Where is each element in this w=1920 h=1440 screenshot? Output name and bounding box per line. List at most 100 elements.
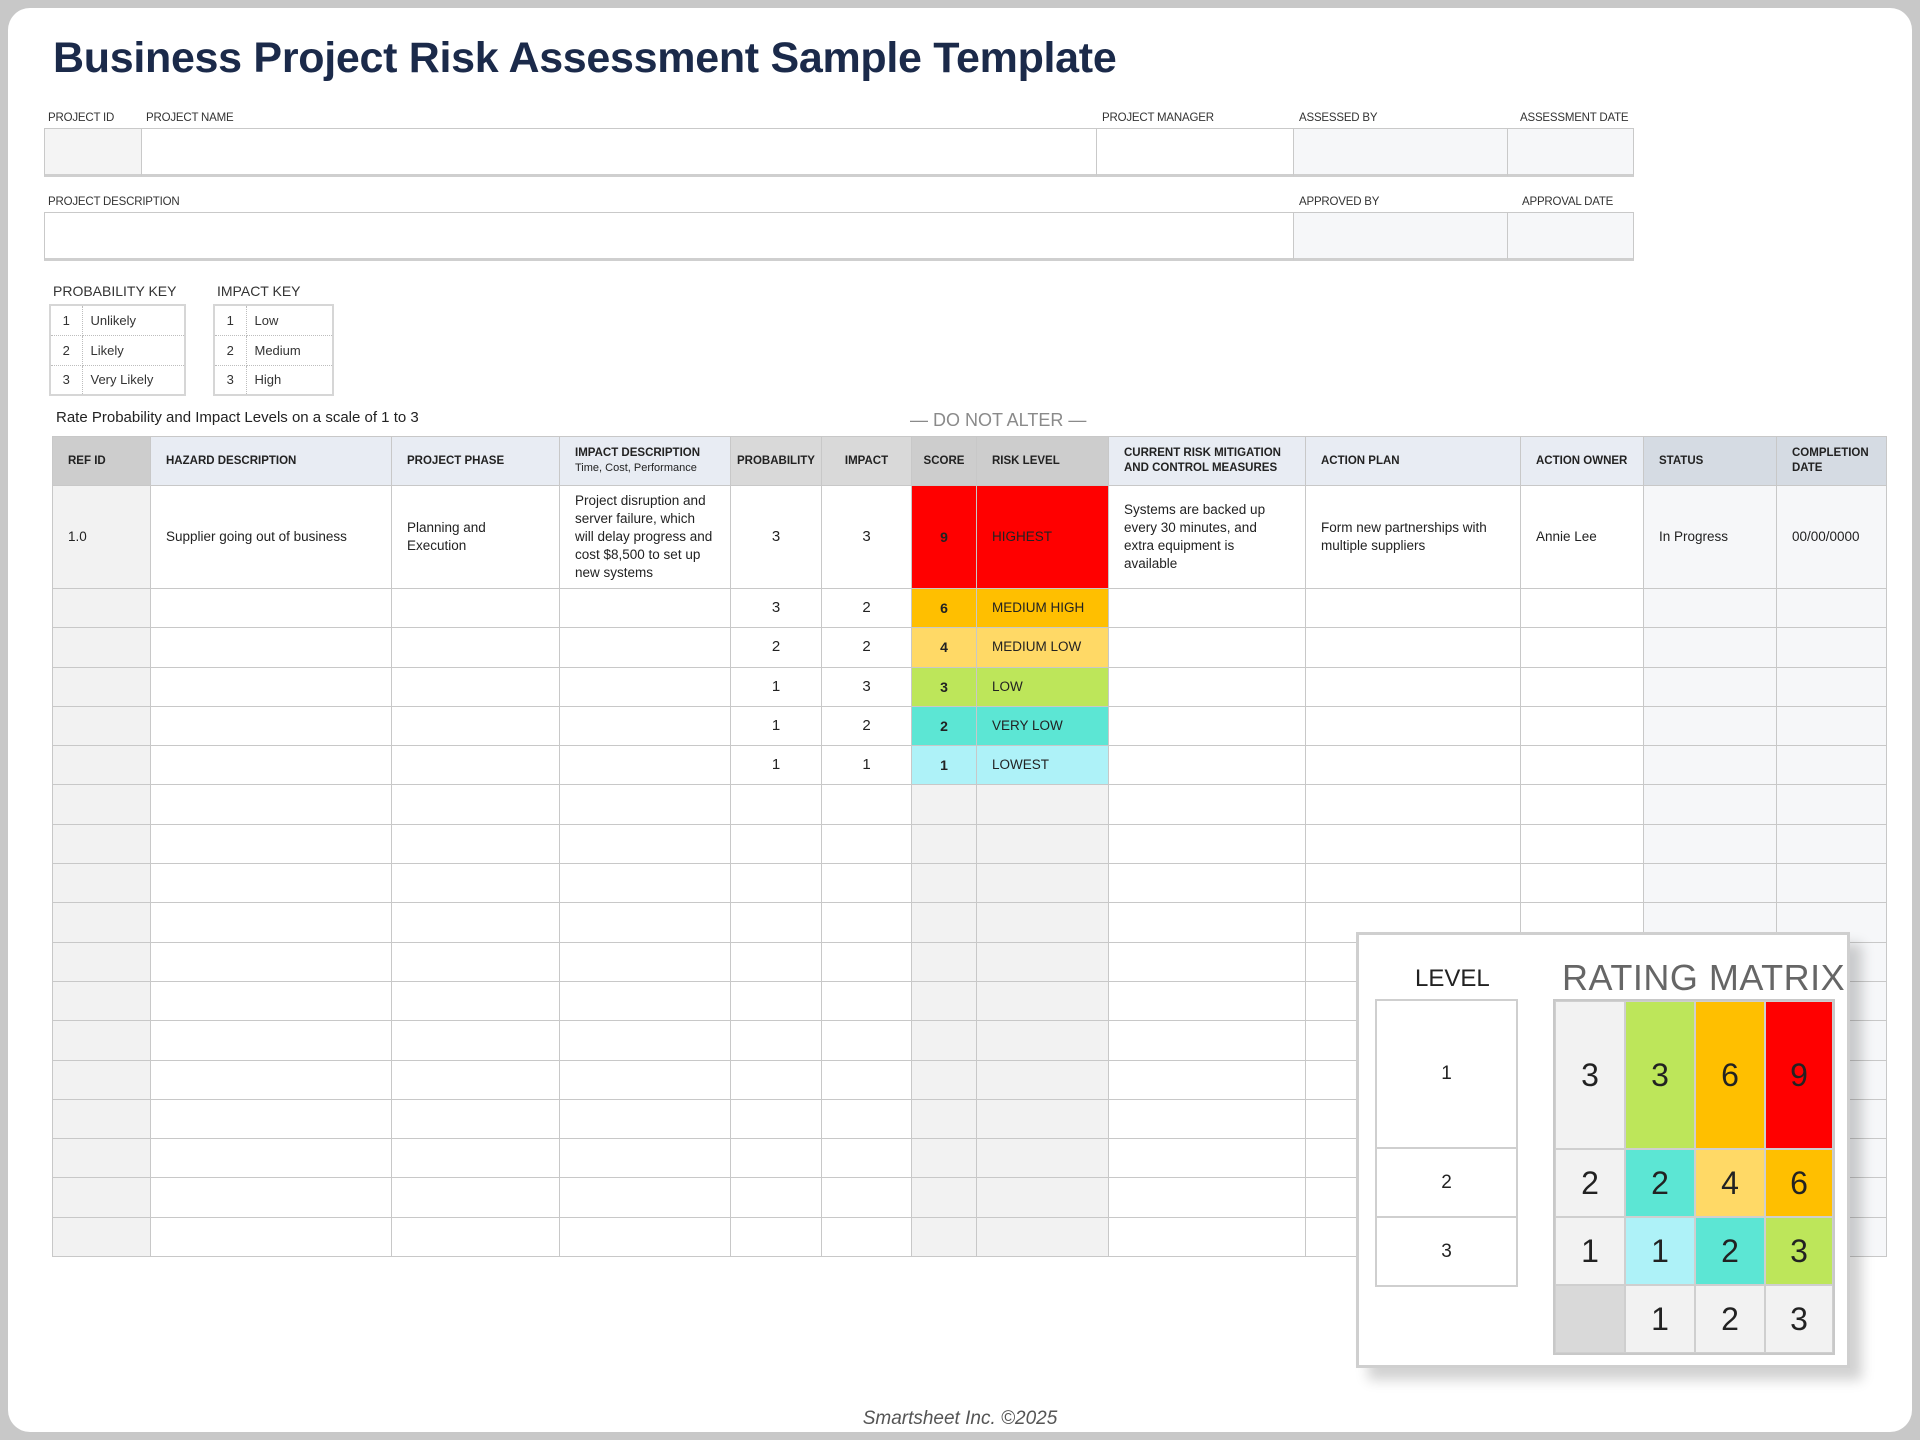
mitigation-cell[interactable]	[1108, 666, 1306, 707]
impact-cell[interactable]	[821, 941, 912, 982]
approval-date-field[interactable]	[1507, 212, 1634, 261]
phase-cell[interactable]	[391, 705, 560, 747]
hazard-cell[interactable]	[150, 1216, 392, 1258]
risk-level-cell[interactable]: HIGHEST	[976, 485, 1109, 589]
hazard-cell[interactable]	[150, 1177, 392, 1218]
impact-description-cell[interactable]: Project disruption and server failure, w…	[559, 485, 731, 589]
action-plan-cell[interactable]	[1305, 863, 1521, 904]
project-name-field[interactable]	[141, 128, 1097, 177]
status-cell[interactable]: In Progress	[1643, 485, 1777, 589]
probability-cell[interactable]	[730, 941, 822, 982]
score-cell[interactable]: 4	[911, 627, 977, 668]
completion-date-cell[interactable]	[1776, 823, 1887, 865]
impact-description-cell[interactable]	[559, 1098, 731, 1140]
action-owner-cell[interactable]	[1520, 784, 1644, 825]
impact-description-cell[interactable]	[559, 745, 731, 786]
score-cell[interactable]	[911, 1020, 977, 1061]
hazard-cell[interactable]	[150, 784, 392, 825]
mitigation-cell[interactable]	[1108, 823, 1306, 865]
hazard-cell[interactable]	[150, 863, 392, 904]
score-cell[interactable]	[911, 902, 977, 943]
action-owner-cell[interactable]	[1520, 705, 1644, 747]
impact-cell[interactable]	[821, 902, 912, 943]
phase-cell[interactable]	[391, 627, 560, 668]
risk-level-cell[interactable]: MEDIUM LOW	[976, 627, 1109, 668]
status-cell[interactable]	[1643, 745, 1777, 786]
risk-level-cell[interactable]: LOWEST	[976, 745, 1109, 786]
hazard-cell[interactable]	[150, 1138, 392, 1179]
action-plan-cell[interactable]	[1305, 627, 1521, 668]
score-cell[interactable]: 6	[911, 587, 977, 629]
impact-description-cell[interactable]	[559, 1177, 731, 1218]
ref-id-cell[interactable]	[52, 1098, 151, 1140]
action-owner-cell[interactable]	[1520, 666, 1644, 707]
impact-cell[interactable]: 2	[821, 587, 912, 629]
ref-id-cell[interactable]	[52, 1216, 151, 1258]
ref-id-cell[interactable]	[52, 1020, 151, 1061]
completion-date-cell[interactable]	[1776, 666, 1887, 707]
ref-id-cell[interactable]	[52, 627, 151, 668]
probability-cell[interactable]: 1	[730, 745, 822, 786]
probability-cell[interactable]	[730, 1138, 822, 1179]
action-owner-cell[interactable]	[1520, 745, 1644, 786]
impact-cell[interactable]: 3	[821, 666, 912, 707]
score-cell[interactable]: 1	[911, 745, 977, 786]
score-cell[interactable]: 3	[911, 666, 977, 707]
impact-cell[interactable]	[821, 1177, 912, 1218]
action-owner-cell[interactable]	[1520, 627, 1644, 668]
completion-date-cell[interactable]	[1776, 705, 1887, 747]
completion-date-cell[interactable]	[1776, 627, 1887, 668]
score-cell[interactable]	[911, 1059, 977, 1100]
impact-description-cell[interactable]	[559, 823, 731, 865]
ref-id-cell[interactable]	[52, 705, 151, 747]
score-cell[interactable]: 9	[911, 485, 977, 589]
probability-cell[interactable]	[730, 1216, 822, 1258]
probability-cell[interactable]: 3	[730, 485, 822, 589]
phase-cell[interactable]	[391, 980, 560, 1022]
hazard-cell[interactable]	[150, 705, 392, 747]
probability-cell[interactable]	[730, 784, 822, 825]
action-plan-cell[interactable]	[1305, 745, 1521, 786]
status-cell[interactable]	[1643, 666, 1777, 707]
ref-id-cell[interactable]	[52, 587, 151, 629]
mitigation-cell[interactable]	[1108, 784, 1306, 825]
score-cell[interactable]	[911, 941, 977, 982]
completion-date-cell[interactable]	[1776, 587, 1887, 629]
risk-level-cell[interactable]	[976, 902, 1109, 943]
impact-description-cell[interactable]	[559, 1216, 731, 1258]
status-cell[interactable]	[1643, 705, 1777, 747]
phase-cell[interactable]	[391, 902, 560, 943]
impact-cell[interactable]	[821, 1138, 912, 1179]
mitigation-cell[interactable]	[1108, 980, 1306, 1022]
status-cell[interactable]	[1643, 784, 1777, 825]
probability-cell[interactable]	[730, 1059, 822, 1100]
mitigation-cell[interactable]	[1108, 745, 1306, 786]
probability-cell[interactable]	[730, 902, 822, 943]
ref-id-cell[interactable]	[52, 902, 151, 943]
mitigation-cell[interactable]	[1108, 902, 1306, 943]
mitigation-cell[interactable]	[1108, 587, 1306, 629]
risk-level-cell[interactable]	[976, 1059, 1109, 1100]
phase-cell[interactable]	[391, 1177, 560, 1218]
impact-description-cell[interactable]	[559, 627, 731, 668]
hazard-cell[interactable]	[150, 902, 392, 943]
phase-cell[interactable]	[391, 941, 560, 982]
hazard-cell[interactable]	[150, 587, 392, 629]
action-owner-cell[interactable]: Annie Lee	[1520, 485, 1644, 589]
impact-cell[interactable]: 3	[821, 485, 912, 589]
impact-description-cell[interactable]	[559, 784, 731, 825]
assessment-date-field[interactable]	[1507, 128, 1634, 177]
mitigation-cell[interactable]	[1108, 941, 1306, 982]
phase-cell[interactable]	[391, 1059, 560, 1100]
action-plan-cell[interactable]	[1305, 587, 1521, 629]
hazard-cell[interactable]	[150, 1059, 392, 1100]
action-owner-cell[interactable]	[1520, 823, 1644, 865]
hazard-cell[interactable]	[150, 1098, 392, 1140]
probability-cell[interactable]	[730, 980, 822, 1022]
impact-cell[interactable]: 2	[821, 705, 912, 747]
impact-description-cell[interactable]	[559, 1138, 731, 1179]
hazard-cell[interactable]	[150, 627, 392, 668]
risk-level-cell[interactable]: LOW	[976, 666, 1109, 707]
impact-cell[interactable]	[821, 1059, 912, 1100]
hazard-cell[interactable]	[150, 941, 392, 982]
